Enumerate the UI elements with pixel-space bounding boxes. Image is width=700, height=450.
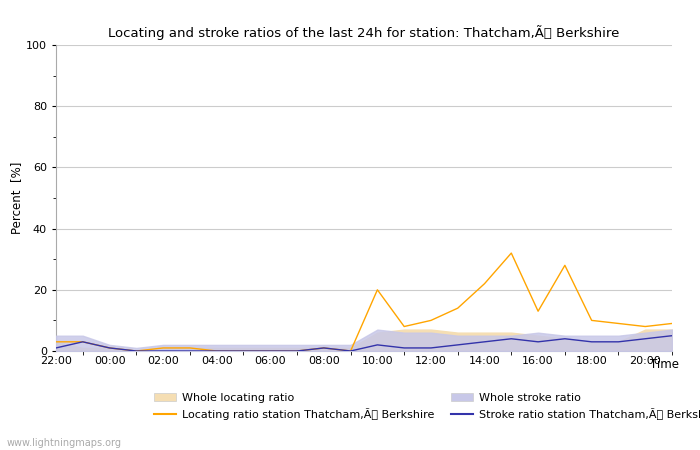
Legend: Whole locating ratio, Locating ratio station Thatcham,Ã Berkshire, Whole stroke: Whole locating ratio, Locating ratio sta… (154, 393, 700, 420)
Text: www.lightningmaps.org: www.lightningmaps.org (7, 438, 122, 448)
Text: Time: Time (650, 358, 679, 371)
Y-axis label: Percent  [%]: Percent [%] (10, 162, 23, 234)
Title: Locating and stroke ratios of the last 24h for station: Thatcham,Ã Berkshire: Locating and stroke ratios of the last 2… (108, 25, 620, 40)
